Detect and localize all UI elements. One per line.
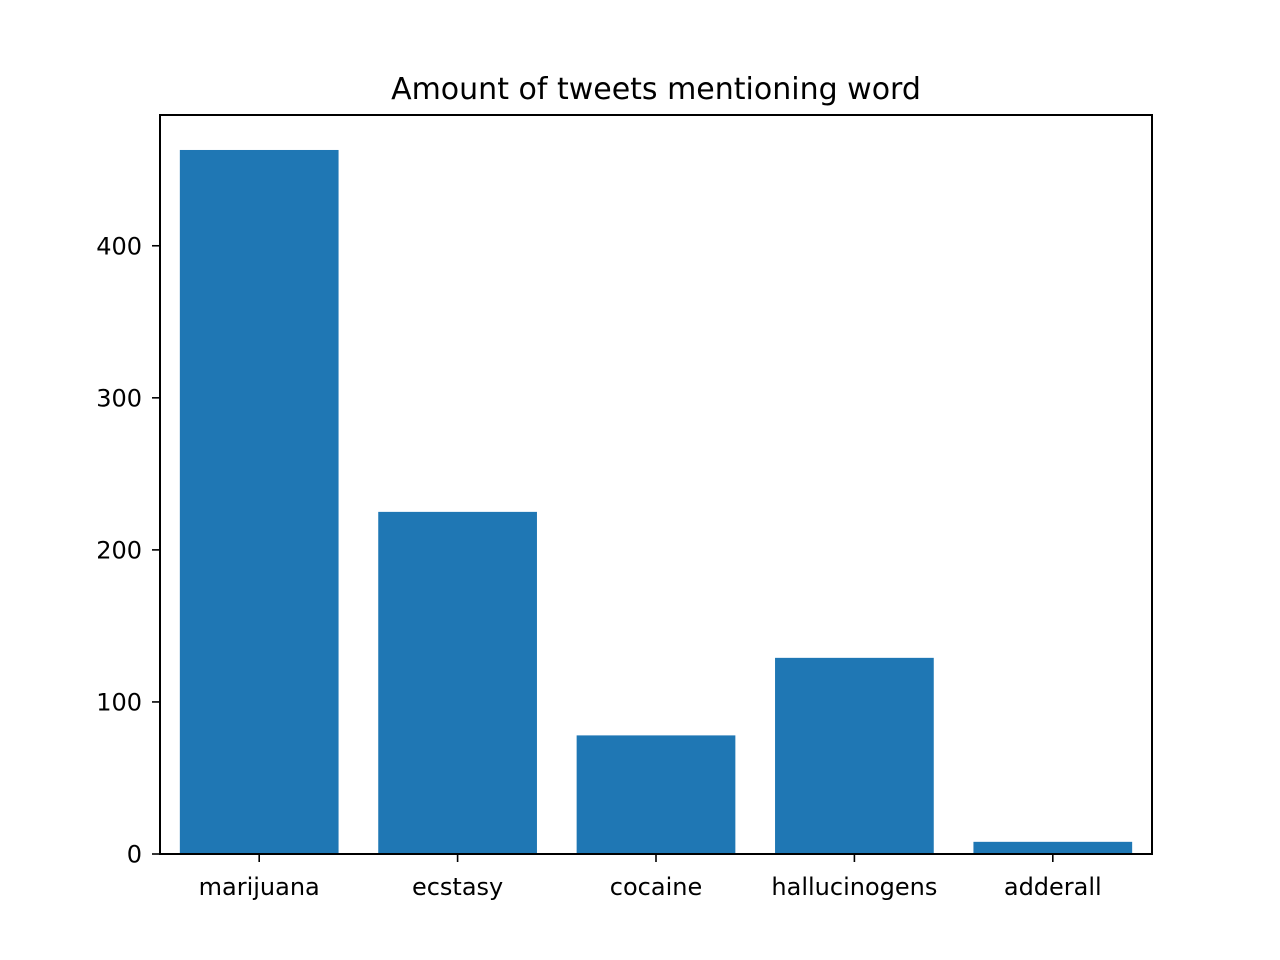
x-tick-label: adderall [1004,873,1102,901]
x-tick-label: marijuana [199,873,320,901]
chart-title: Amount of tweets mentioning word [391,72,921,107]
bar-adderall [973,841,1133,854]
bar-hallucinogens [775,657,934,854]
x-tick-label: hallucinogens [771,873,937,901]
bar-cocaine [576,735,736,854]
x-tick-label: cocaine [610,873,702,901]
bar-ecstasy [378,511,537,854]
bar-marijuana [179,149,339,854]
y-tick-label: 300 [96,384,142,412]
y-tick-label: 0 [127,841,142,869]
y-tick-label: 200 [96,536,142,564]
y-axis: 0 100 200 300 400 [96,232,160,869]
plot-frame [159,114,1153,855]
x-axis: marijuana ecstasy cocaine hallucinogens adde… [199,854,1102,901]
x-tick-label: ecstasy [412,873,503,901]
bars-group [179,149,1133,854]
y-tick-label: 400 [96,232,142,260]
y-tick-label: 100 [96,688,142,716]
